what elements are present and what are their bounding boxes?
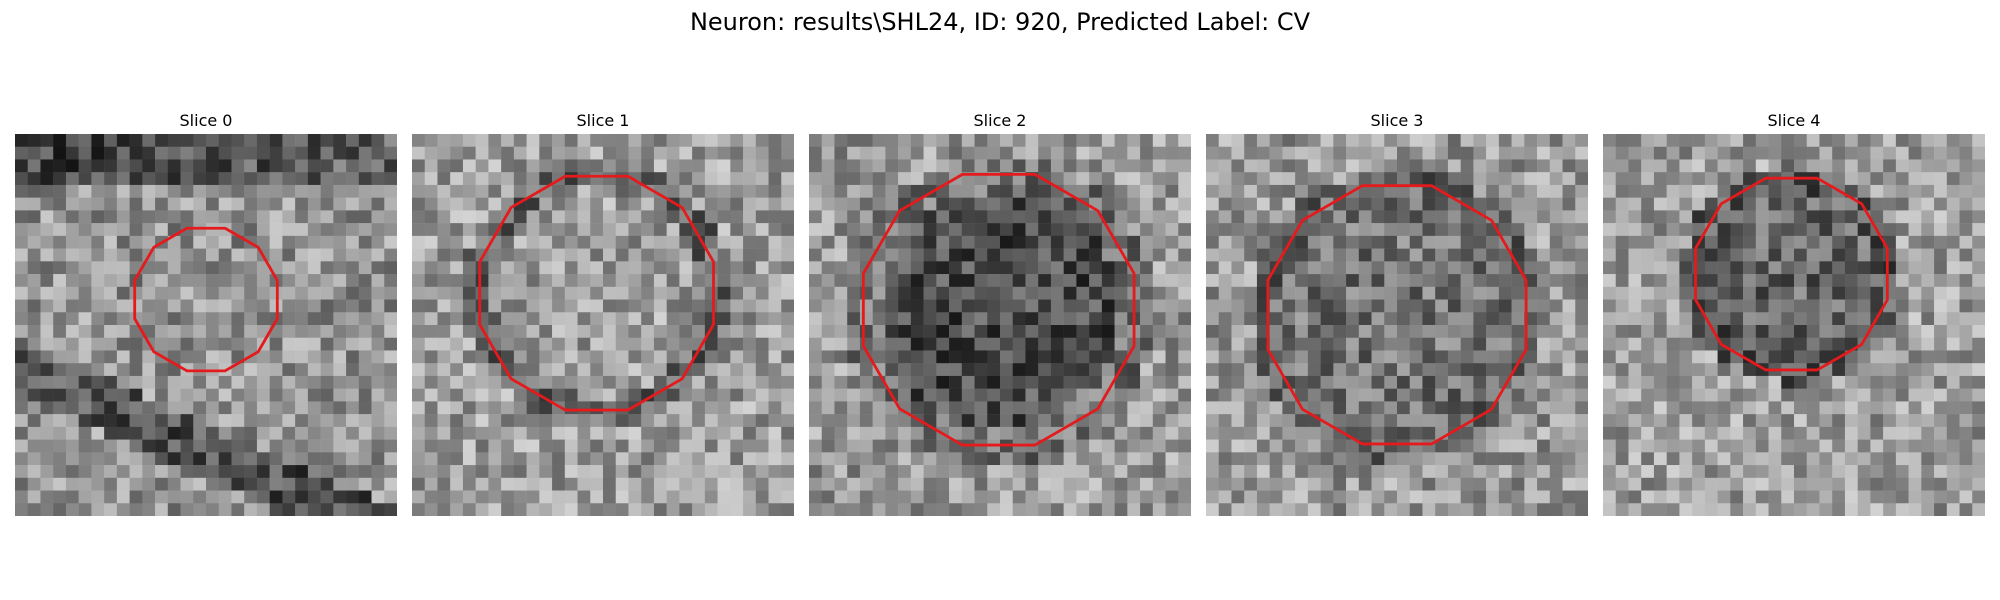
slice-2-title: Slice 2 [973,111,1027,130]
figure-title: Neuron: results\SHL24, ID: 920, Predicte… [689,8,1311,36]
slice-3-pixel-grid [1206,134,1588,516]
slice-1-image [412,134,794,516]
slice-panel-0: Slice 0 [15,110,397,516]
slice-1-contour [478,174,715,412]
slice-panel-2: Slice 2 [809,110,1191,516]
slice-0-image [15,134,397,516]
slice-4-title: Slice 4 [1767,111,1821,130]
slice-4-pixel-grid [1603,134,1985,516]
slice-1-title: Slice 1 [576,111,630,130]
slice-2-contour [861,172,1136,447]
slice-3-contour [1266,184,1528,446]
slice-panel-1: Slice 1 [412,110,794,516]
slice-2-image [809,134,1191,516]
slice-1-pixel-grid [412,134,794,516]
slice-4-image [1603,134,1985,516]
slice-4-contour [1694,176,1889,372]
slice-2-pixel-grid [809,134,1191,516]
slice-0-contour [133,226,279,373]
slice-3-title: Slice 3 [1370,111,1424,130]
slice-panel-4: Slice 4 [1603,110,1985,516]
slice-panel-3: Slice 3 [1206,110,1588,516]
slice-3-image [1206,134,1588,516]
slice-0-pixel-grid [15,134,397,516]
slice-0-title: Slice 0 [179,111,233,130]
